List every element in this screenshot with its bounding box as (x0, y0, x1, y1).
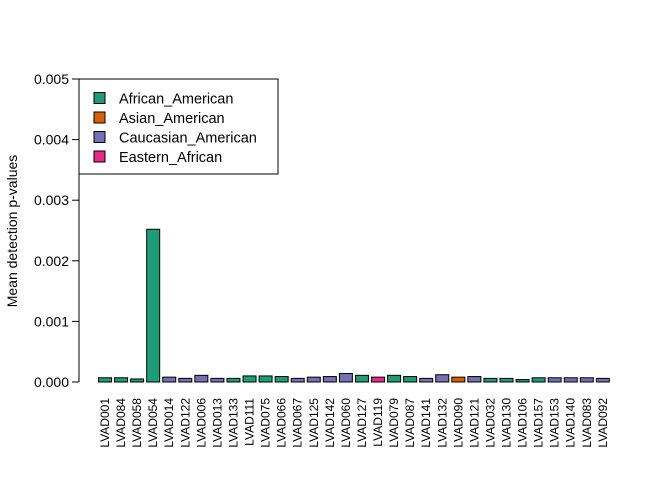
x-tick-label: LVAD111 (243, 398, 257, 446)
bar-LVAD130 (499, 377, 514, 383)
bar-LVAD054 (146, 228, 161, 383)
x-tick-label: LVAD125 (307, 398, 321, 448)
bar-LVAD140 (563, 377, 578, 383)
bar-LVAD083 (579, 377, 594, 383)
legend-label: Eastern_African (119, 150, 222, 166)
bar-LVAD092 (595, 377, 610, 383)
x-tick-label: LVAD014 (162, 398, 176, 448)
bar-LVAD090 (451, 376, 466, 383)
bar-LVAD013 (210, 377, 225, 383)
x-tick-label: LVAD121 (467, 398, 481, 448)
y-tick-label: 0.001 (34, 313, 69, 329)
x-tick-label: LVAD119 (371, 398, 385, 447)
bar-LVAD153 (547, 377, 562, 383)
bar-LVAD119 (371, 376, 386, 383)
legend-box (78, 78, 279, 175)
x-tick-label: LVAD066 (275, 398, 289, 448)
x-tick-label: LVAD084 (114, 398, 128, 448)
bar-LVAD084 (114, 377, 129, 383)
bar-LVAD079 (387, 374, 402, 383)
y-tick-label: 0.004 (34, 132, 69, 148)
bar-LVAD060 (338, 373, 353, 383)
legend-swatch (93, 111, 106, 124)
x-tick-label: LVAD058 (130, 398, 144, 448)
bar-LVAD014 (162, 376, 177, 383)
bar-LVAD125 (306, 376, 321, 383)
bar-LVAD001 (98, 377, 112, 383)
bar-LVAD075 (258, 375, 273, 383)
bar-LVAD157 (531, 377, 546, 383)
x-tick-label: LVAD132 (435, 398, 449, 448)
x-tick-label: LVAD054 (146, 398, 160, 448)
legend: African_American Asian_American Caucasian_… (78, 78, 279, 175)
x-tick-label: LVAD092 (596, 398, 610, 448)
y-axis-title: Mean detection p-values (4, 155, 20, 308)
x-tick-label: LVAD106 (516, 398, 530, 448)
legend-swatch (93, 92, 106, 104)
legend-label: Caucasian_American (119, 131, 257, 147)
bar-LVAD106 (515, 379, 530, 383)
x-tick-label: LVAD153 (548, 398, 562, 448)
legend-label: African_American (119, 92, 233, 108)
bars (98, 228, 610, 383)
x-tick-label: LVAD122 (178, 398, 192, 448)
legend-label: Asian_American (119, 111, 225, 127)
x-tick-label: LVAD140 (564, 398, 578, 448)
bar-LVAD066 (274, 376, 289, 383)
x-tick-label: LVAD127 (355, 398, 369, 448)
y-tick-label: 0.005 (34, 71, 69, 87)
x-tick-label: LVAD067 (291, 398, 305, 448)
bar-LVAD141 (419, 377, 434, 383)
y-tick-label: 0.003 (34, 192, 69, 208)
x-tick-label: LVAD001 (98, 398, 112, 448)
legend-swatch (93, 131, 106, 143)
x-tick-label: LVAD083 (580, 398, 594, 448)
x-tick-label: LVAD157 (532, 398, 546, 448)
bar-LVAD087 (403, 376, 418, 383)
x-tick-label: LVAD013 (210, 398, 224, 448)
x-tick-label: LVAD006 (194, 398, 208, 448)
x-tick-label: LVAD060 (339, 398, 353, 448)
legend-swatch (93, 150, 106, 163)
bar-LVAD058 (130, 378, 145, 383)
x-tick-labels: LVAD001 LVAD084 LVAD058 LVAD054 LVAD014 LVAD1… (98, 398, 610, 448)
bar-LVAD142 (322, 376, 337, 383)
bar-LVAD067 (290, 377, 305, 383)
bar-LVAD032 (483, 377, 498, 383)
x-tick-label: LVAD141 (419, 398, 433, 448)
x-tick-label: LVAD133 (226, 398, 240, 448)
x-tick-label: LVAD075 (259, 398, 273, 448)
y-tick-label: 0.000 (34, 374, 69, 390)
bar-LVAD111 (242, 375, 257, 383)
y-tick-label: 0.002 (34, 253, 69, 269)
x-tick-label: LVAD087 (403, 398, 417, 448)
bar-LVAD133 (226, 377, 241, 383)
x-tick-label: LVAD142 (323, 398, 337, 448)
bar-LVAD006 (194, 374, 209, 383)
x-tick-label: LVAD032 (483, 398, 497, 448)
x-tick-label: LVAD079 (387, 398, 401, 448)
bar-LVAD121 (467, 376, 482, 383)
bar-LVAD122 (178, 377, 193, 383)
y-axis: 0.000 0.001 0.002 0.003 0.004 0.005 (34, 71, 80, 390)
x-tick-label: LVAD130 (500, 398, 514, 448)
x-tick-label: LVAD090 (451, 398, 465, 448)
bar-LVAD132 (435, 374, 450, 383)
bar-LVAD127 (354, 374, 369, 383)
